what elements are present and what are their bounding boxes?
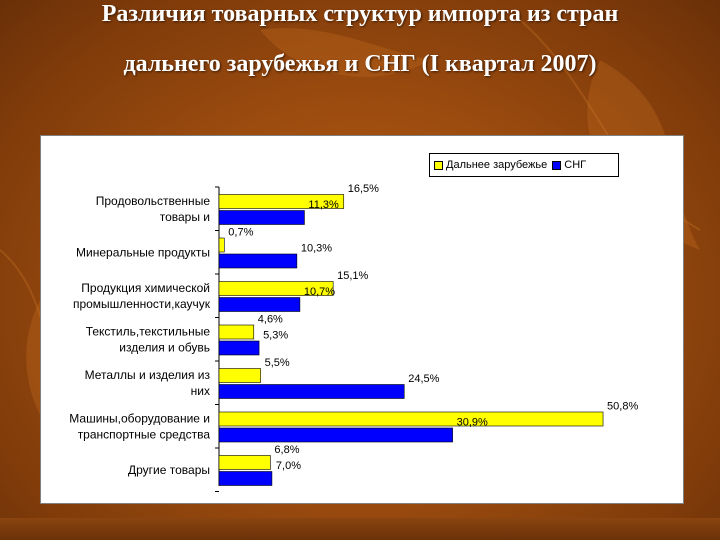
- bar-far-abroad: [218, 411, 604, 427]
- slide-title-line-2: дальнего зарубежья и СНГ (I квартал 2007…: [123, 51, 597, 77]
- data-label-cis: 10,7%: [304, 286, 335, 298]
- category-label: Продовольственные товары и: [96, 194, 211, 224]
- footer-band: [0, 518, 720, 540]
- bar-cis: [218, 297, 301, 312]
- data-label-cis: 7,0%: [276, 460, 301, 472]
- bar-cis: [218, 471, 273, 486]
- bar-cis: [218, 210, 305, 225]
- data-label-far-abroad: 16,5%: [348, 183, 379, 195]
- category-label: Продукция химической промышленности,каучу…: [73, 281, 211, 311]
- bar-far-abroad: [218, 368, 261, 383]
- data-label-far-abroad: 6,8%: [274, 444, 299, 456]
- data-label-far-abroad: 5,5%: [265, 357, 290, 369]
- bar-cis: [218, 340, 260, 356]
- legend-swatch-far-abroad: [434, 160, 443, 170]
- chart-legend: Дальнее зарубежье СНГ: [429, 153, 619, 177]
- bar-far-abroad: [218, 237, 225, 253]
- bar-far-abroad: [218, 455, 271, 470]
- bar-far-abroad: [218, 324, 255, 340]
- slide-title-line-1: Различия товарных структур импорта из ст…: [101, 1, 619, 27]
- data-label-cis: 30,9%: [457, 417, 488, 429]
- data-label-cis: 24,5%: [408, 373, 439, 385]
- bar-cis: [218, 427, 453, 443]
- bar-cis: [218, 384, 405, 399]
- data-label-cis: 5,3%: [263, 330, 288, 342]
- category-label: Другие товары: [128, 463, 210, 477]
- bar-far-abroad: [218, 194, 345, 209]
- data-label-far-abroad: 15,1%: [337, 270, 368, 282]
- data-label-far-abroad: 50,8%: [607, 401, 638, 413]
- category-label: Металлы и изделия из них: [85, 368, 211, 398]
- category-label: Минеральные продукты: [76, 245, 210, 259]
- data-label-far-abroad: 0,7%: [228, 227, 253, 239]
- chart-frame: [40, 135, 684, 504]
- legend-swatch-cis: [552, 160, 562, 170]
- category-label: Машины,оборудование и транспортные средст…: [69, 411, 210, 441]
- bar-cis: [218, 253, 298, 269]
- legend-label-far-abroad: Дальнее зарубежье: [446, 159, 548, 171]
- data-label-cis: 10,3%: [301, 243, 332, 255]
- legend-label-cis: СНГ: [564, 159, 587, 171]
- data-label-far-abroad: 4,6%: [258, 314, 283, 326]
- bar-far-abroad: [218, 281, 334, 296]
- category-label: Текстиль,текстильные изделия и обувь: [86, 324, 211, 354]
- data-label-cis: 11,3%: [308, 199, 339, 211]
- legend-item-cis: СНГ: [552, 159, 586, 171]
- legend-item-far-abroad: Дальнее зарубежье: [434, 159, 547, 171]
